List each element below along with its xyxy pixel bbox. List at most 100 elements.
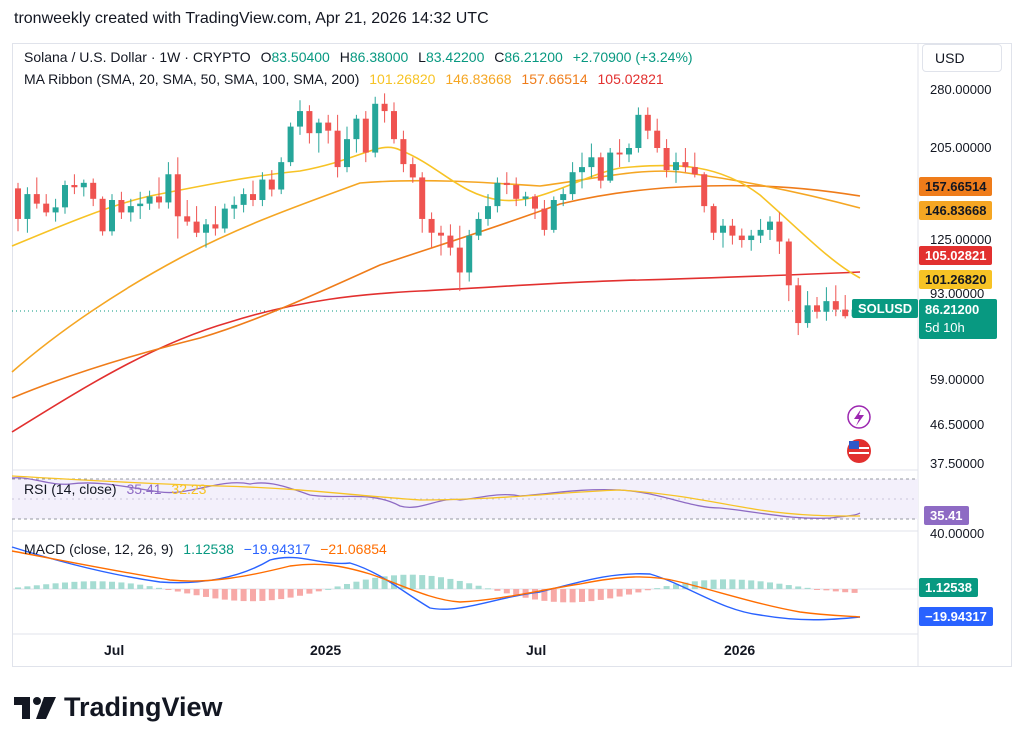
macd-histogram-bar: [748, 580, 755, 589]
candle-body: [804, 305, 811, 324]
candle-body: [146, 196, 153, 204]
ma50-price-tag: 146.83668: [919, 201, 993, 220]
macd-histogram-bar: [635, 589, 642, 593]
macd-histogram-bar: [90, 581, 97, 589]
macd-histogram-bar: [720, 579, 726, 589]
candle-body: [428, 218, 435, 233]
candle-body: [682, 162, 689, 168]
macd-histogram-bar: [362, 579, 369, 589]
macd-histogram-bar: [447, 578, 454, 589]
symbol-title[interactable]: Solana / U.S. Dollar · 1W · CRYPTO: [24, 49, 251, 65]
candle-body: [785, 241, 792, 286]
macd-histogram-bar: [673, 584, 679, 589]
candle-body: [240, 194, 247, 205]
macd-histogram-bar: [109, 581, 115, 589]
candle-body: [814, 305, 820, 312]
macd-histogram-bar: [626, 589, 632, 595]
candle-body: [532, 196, 538, 209]
macd-histogram-bar: [325, 588, 332, 590]
candle-body: [334, 130, 341, 168]
macd-histogram-bar: [297, 589, 303, 596]
candle-body: [626, 147, 632, 155]
candle-body: [137, 203, 144, 207]
macd-histogram-bar: [268, 589, 275, 601]
candle-body: [701, 174, 708, 207]
macd-histogram-bar: [485, 588, 491, 590]
last-price: 86.21200: [925, 302, 980, 317]
macd-histogram-bar: [137, 584, 144, 589]
macd-histogram-bar: [588, 589, 595, 602]
price-tick: 125.00000: [930, 232, 992, 247]
change-value: +2.70900 (+3.24%): [572, 49, 693, 65]
rsi-axis-level: 40.00000: [930, 526, 985, 541]
candle-body: [456, 247, 463, 273]
candle-body: [52, 207, 59, 213]
ma200-value: 105.02821: [597, 71, 664, 87]
candle-body: [250, 194, 256, 201]
candle-body: [268, 179, 275, 190]
price-tick: 205.00000: [930, 140, 992, 155]
candle-body: [325, 122, 332, 131]
macd-histogram-bar: [579, 589, 585, 602]
rsi-title[interactable]: RSI (14, close): [24, 481, 117, 497]
macd-histogram: [15, 574, 858, 603]
candle-body: [466, 235, 473, 273]
candle-body: [400, 139, 407, 165]
ma20-price-tag: 101.26820: [919, 270, 993, 289]
candle-body: [494, 182, 501, 207]
candle-body: [485, 206, 491, 219]
price-tick: 93.00000: [930, 286, 985, 301]
candle-body: [221, 208, 228, 229]
us-flag-stripe: [849, 452, 869, 454]
macd-histogram-bar: [842, 589, 849, 593]
tradingview-logo[interactable]: TradingView: [14, 692, 223, 723]
macd-histogram-bar: [710, 579, 717, 589]
us-flag-canton: [849, 441, 859, 449]
candle-body: [673, 162, 679, 171]
macd-histogram-bar: [334, 586, 341, 589]
time-tick: Jul: [526, 642, 547, 658]
ma20-value: 101.26820: [369, 71, 436, 87]
macd-histogram-bar: [419, 575, 426, 589]
macd-histogram-bar: [156, 587, 162, 589]
candle-body: [71, 185, 78, 188]
macd-histogram-bar: [231, 589, 238, 601]
low-label: L: [418, 49, 426, 65]
macd-histogram-bar: [400, 574, 407, 589]
macd-histogram-bar: [767, 582, 773, 589]
macd-histogram-bar: [381, 576, 388, 589]
macd-title[interactable]: MACD (close, 12, 26, 9): [24, 541, 174, 557]
candle-body: [109, 200, 115, 232]
macd-histogram-bar: [174, 589, 181, 592]
open-label: O: [260, 49, 272, 65]
chart-attribution: tronweekly created with TradingView.com,…: [14, 10, 489, 27]
candle-body: [62, 185, 68, 208]
candle-body: [475, 218, 482, 236]
candle-body: [607, 152, 614, 181]
rsi-line: [11, 477, 861, 519]
currency-button[interactable]: USD: [922, 44, 1002, 72]
candle-body: [767, 221, 773, 230]
ma50-line: [11, 170, 861, 373]
candle-body: [90, 182, 97, 199]
macd-histogram-bar: [466, 583, 473, 589]
ma200-price-tag: 105.02821: [919, 246, 993, 265]
candle-body: [118, 200, 125, 213]
macd-histogram-bar: [287, 589, 294, 598]
macd-histogram-bar: [278, 589, 285, 600]
candle-body: [127, 206, 134, 213]
macd-histogram-bar: [15, 587, 21, 589]
candle-body: [503, 182, 510, 186]
macd-histogram-bar: [372, 577, 379, 589]
rsi-price-tag: 35.41: [924, 506, 969, 525]
candle-body: [409, 164, 416, 178]
ma50-value: 146.83668: [445, 71, 512, 87]
ma-ribbon-title[interactable]: MA Ribbon (SMA, 20, SMA, 50, SMA, 100, S…: [24, 71, 360, 87]
candle-body: [156, 196, 162, 203]
candle-body: [212, 224, 219, 229]
macd-histogram-bar: [654, 588, 661, 590]
macd-histogram-bar: [494, 589, 501, 591]
macd-histogram-bar: [409, 574, 416, 589]
price-tick: 37.50000: [930, 456, 985, 471]
